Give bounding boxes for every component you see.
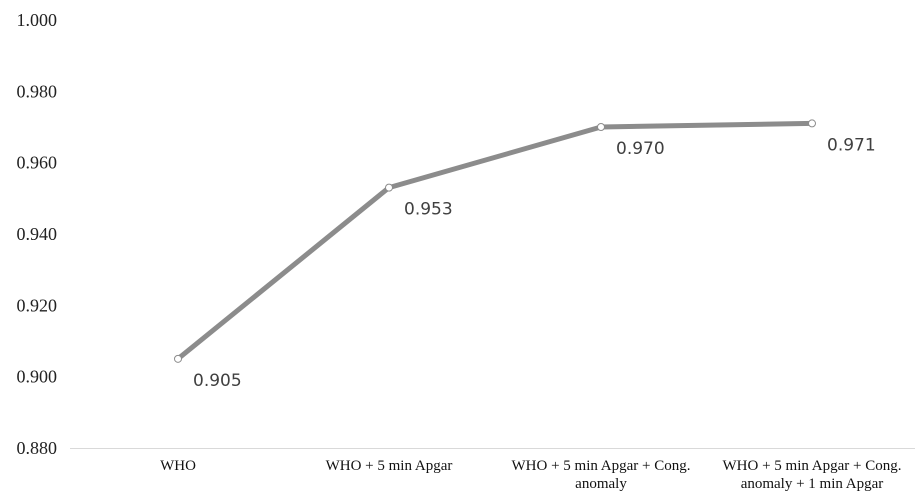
y-tick-label: 0.980 <box>17 81 58 101</box>
data-point-marker <box>174 354 182 363</box>
data-label: 0.971 <box>827 135 876 155</box>
x-tick-label: WHO + 5 min Apgar + Cong. <box>723 458 902 474</box>
data-label: 0.970 <box>616 139 665 159</box>
y-axis-tick-labels: 0.880 0.900 0.920 0.940 0.960 0.980 1.000 <box>17 10 58 458</box>
x-tick-label: WHO + 5 min Apgar + Cong. <box>512 458 691 474</box>
y-tick-label: 0.960 <box>17 153 58 173</box>
x-tick-label: WHO + 5 min Apgar <box>326 458 453 474</box>
data-point-marker <box>808 119 816 128</box>
x-axis-tick-labels: WHO WHO + 5 min Apgar WHO + 5 min Apgar + … <box>160 458 901 492</box>
y-tick-label: 0.900 <box>17 367 58 387</box>
data-label: 0.953 <box>404 200 453 220</box>
x-tick-label: anomaly <box>575 476 627 492</box>
x-tick-label: anomaly + 1 min Apgar <box>741 476 884 492</box>
y-tick-label: 0.940 <box>17 224 58 244</box>
data-labels: 0.905 0.953 0.970 0.971 <box>193 135 876 390</box>
y-tick-label: 0.920 <box>17 295 58 315</box>
data-point-marker <box>597 123 605 131</box>
data-markers <box>174 119 816 363</box>
x-tick-label: WHO <box>160 458 196 474</box>
y-tick-label: 1.000 <box>17 10 58 30</box>
y-tick-label: 0.880 <box>17 438 58 458</box>
series-line <box>175 120 815 362</box>
data-point-marker <box>385 183 393 192</box>
data-label: 0.905 <box>193 371 242 391</box>
